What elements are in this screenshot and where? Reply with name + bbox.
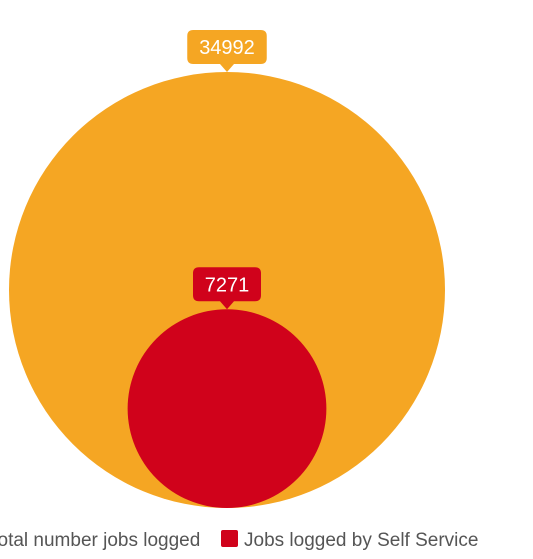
value-label-total: 34992 <box>187 30 267 72</box>
legend-swatch-self-service <box>221 530 238 547</box>
legend-label-self-service: Jobs logged by Self Service <box>244 530 478 551</box>
value-label-text-total: 34992 <box>199 37 255 59</box>
legend: Total number jobs logged Jobs logged by … <box>0 530 478 551</box>
value-label-box-self-service <box>193 267 261 310</box>
value-label-self-service: 7271 <box>193 267 261 310</box>
value-labels-group: 34992 7271 <box>187 30 267 310</box>
value-label-text-self-service: 7271 <box>205 274 250 296</box>
value-label-box-total <box>187 30 267 72</box>
legend-item-self-service[interactable]: Jobs logged by Self Service <box>221 530 478 551</box>
legend-label-total: Total number jobs logged <box>0 530 200 551</box>
bubble-self-service[interactable] <box>127 309 327 508</box>
legend-item-total[interactable]: Total number jobs logged <box>0 530 200 551</box>
